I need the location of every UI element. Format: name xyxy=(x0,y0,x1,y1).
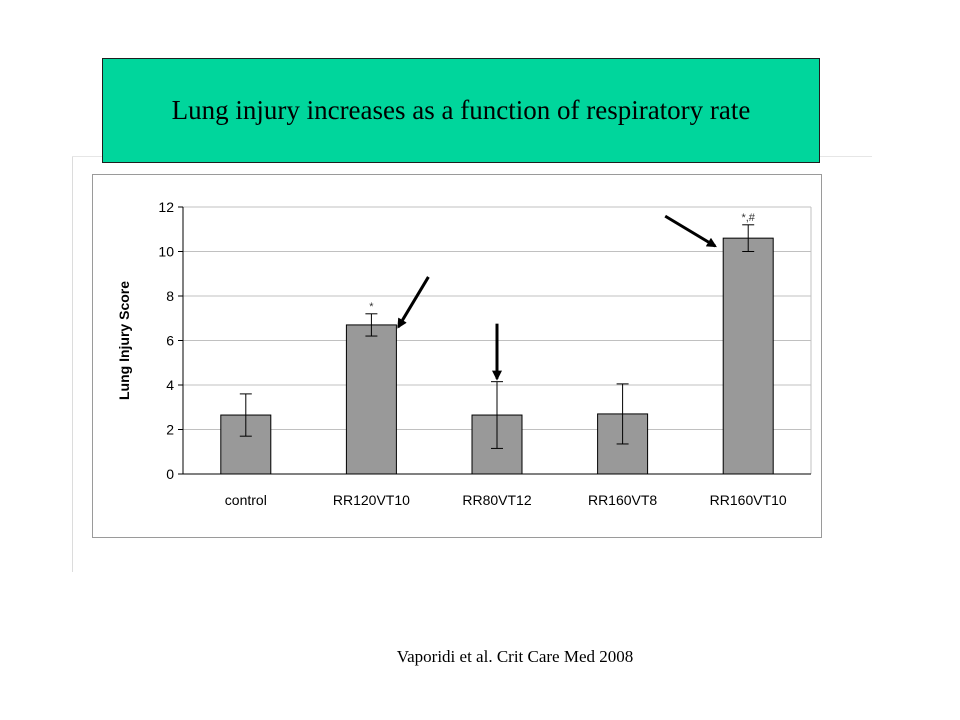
y-tick-label: 4 xyxy=(166,377,174,393)
x-tick-label: control xyxy=(225,492,267,508)
pointer-arrow xyxy=(664,214,717,248)
slide-title: Lung injury increases as a function of r… xyxy=(171,95,751,125)
bar xyxy=(345,324,397,475)
y-axis-label: Lung Injury Score xyxy=(116,281,132,400)
chart-frame: 0 2 4 6 8 10 12 Lung Injury Score control * RR120V… xyxy=(92,174,822,538)
x-tick-label: RR160VT10 xyxy=(710,492,787,508)
significance-marker: *,# xyxy=(741,212,755,224)
bar-chart: 0 2 4 6 8 10 12 Lung Injury Score control * RR120V… xyxy=(116,199,812,508)
citation: Vaporidi et al. Crit Care Med 2008 xyxy=(396,647,634,666)
x-tick-label: RR80VT12 xyxy=(462,492,531,508)
bar xyxy=(722,237,774,475)
y-tick-label: 0 xyxy=(166,466,174,482)
y-tick-label: 2 xyxy=(166,422,174,438)
backdrop-divider-vertical xyxy=(72,156,73,572)
pointer-arrow xyxy=(397,276,430,329)
title-box: Lung injury increases as a function of r… xyxy=(102,58,820,163)
significance-marker: * xyxy=(369,301,374,313)
y-tick-label: 10 xyxy=(158,244,174,260)
x-tick-label: RR160VT8 xyxy=(588,492,657,508)
y-tick-label: 8 xyxy=(166,288,174,304)
x-tick-label: RR120VT10 xyxy=(333,492,410,508)
y-tick-label: 12 xyxy=(158,199,174,215)
y-tick-label: 6 xyxy=(166,333,174,349)
